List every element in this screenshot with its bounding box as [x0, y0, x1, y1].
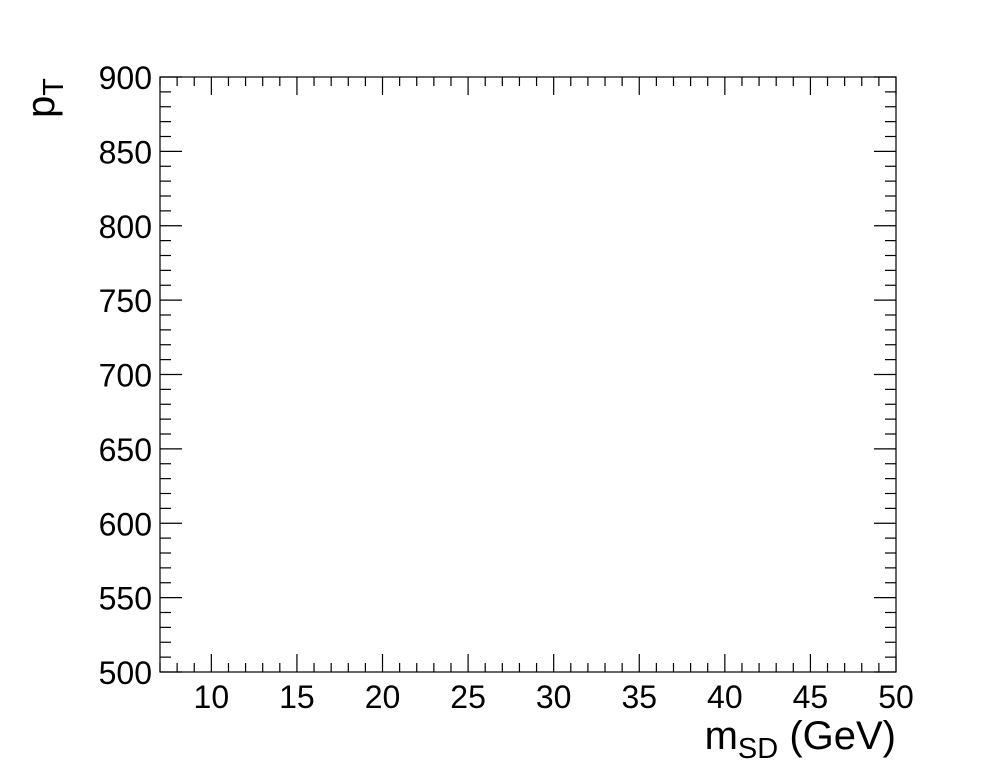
y-tick-label: 850 [99, 134, 152, 170]
y-axis-title: pT [19, 78, 70, 118]
x-tick-label: 50 [878, 679, 914, 715]
y-tick-label: 800 [99, 209, 152, 245]
x-axis-title-sub: SD [738, 733, 778, 765]
y-tick-label: 700 [99, 358, 152, 394]
x-axis-title: mSD (GeV) [705, 714, 896, 765]
x-tick-label: 30 [536, 679, 572, 715]
axis-ticks [159, 76, 897, 673]
y-tick-label: 500 [99, 655, 152, 691]
plot-frame [159, 76, 897, 673]
y-tick-label: 600 [99, 506, 152, 542]
y-tick-label: 750 [99, 283, 152, 319]
x-tick-label: 15 [279, 679, 315, 715]
x-tick-label: 20 [365, 679, 401, 715]
x-tick-label: 10 [194, 679, 230, 715]
y-axis-title-sub: T [38, 78, 70, 96]
y-tick-label: 550 [99, 581, 152, 617]
x-tick-label: 40 [707, 679, 743, 715]
x-tick-label: 35 [621, 679, 657, 715]
x-tick-labels: 10 15 20 25 30 35 40 45 50 [194, 679, 914, 715]
y-axis-title-main: p [19, 96, 63, 118]
x-tick-label: 45 [793, 679, 829, 715]
x-axis-title-suffix: (GeV) [778, 714, 896, 758]
y-tick-labels: 500 550 600 650 700 750 800 850 900 [99, 60, 152, 691]
x-axis-title-main: m [705, 714, 738, 758]
y-tick-label: 900 [99, 60, 152, 96]
x-tick-label: 25 [450, 679, 486, 715]
y-tick-label: 650 [99, 432, 152, 468]
